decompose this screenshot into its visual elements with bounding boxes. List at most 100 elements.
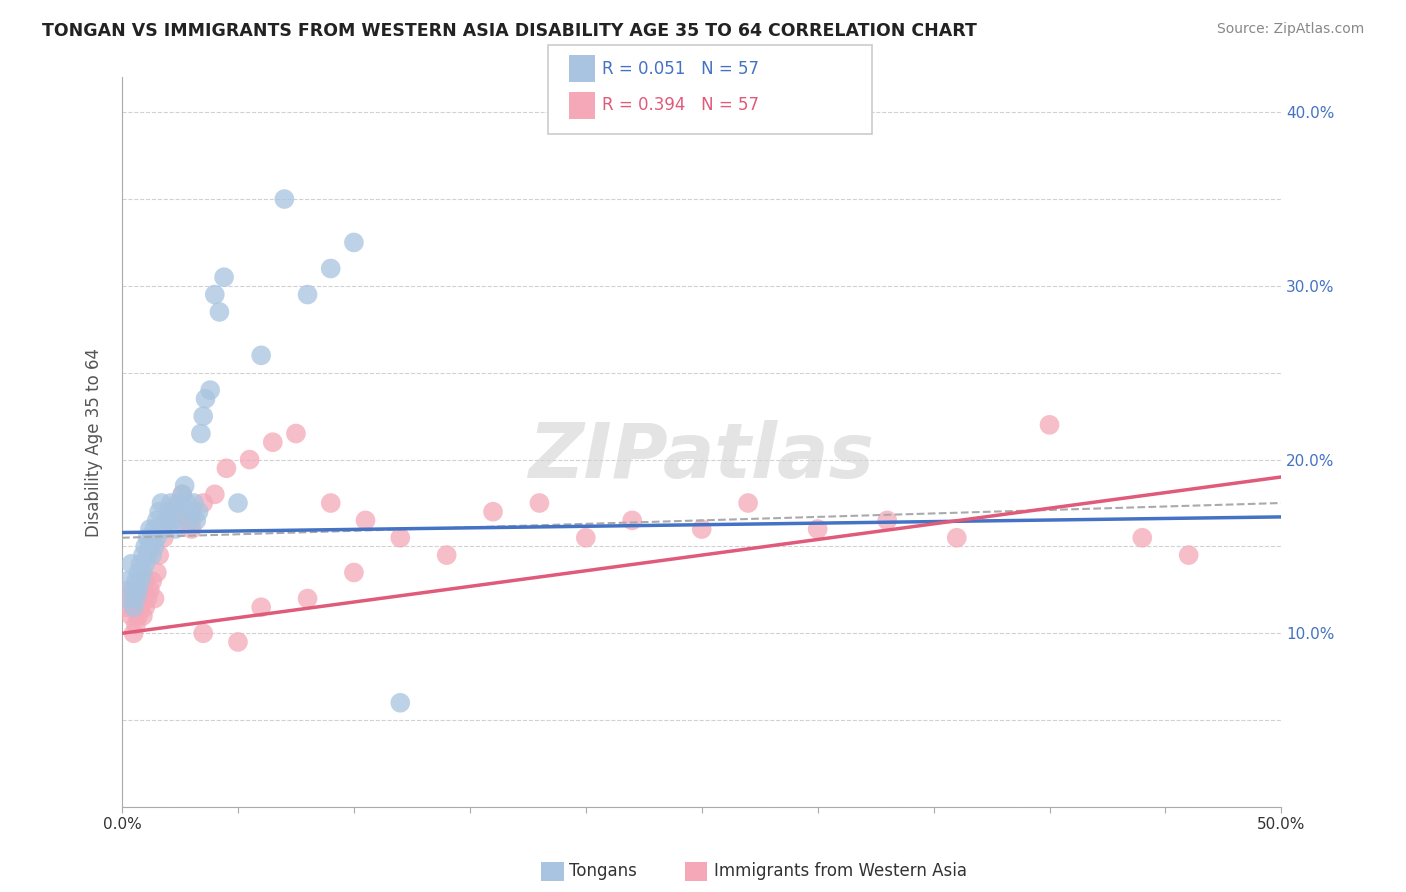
Point (169, 496, 191, 510)
Point (146, 531, 169, 545)
Point (343, 235, 366, 250)
Point (152, 522, 174, 536)
Point (737, 496, 759, 510)
Point (127, 566, 149, 580)
Point (129, 600, 152, 615)
Point (122, 600, 145, 615)
Point (180, 522, 202, 536)
Point (193, 626, 215, 640)
Point (1038, 417, 1060, 432)
Point (134, 600, 156, 615)
Point (179, 513, 201, 527)
Point (297, 287, 319, 301)
Point (157, 513, 180, 527)
Point (139, 582, 162, 597)
Point (284, 426, 307, 441)
Point (172, 487, 194, 501)
Point (127, 582, 149, 597)
Point (215, 461, 238, 475)
Point (173, 478, 195, 492)
Point (354, 513, 377, 527)
Point (136, 531, 159, 545)
Point (141, 574, 163, 589)
Point (193, 409, 215, 424)
Point (148, 548, 170, 562)
Text: Immigrants from Western Asia: Immigrants from Western Asia (714, 863, 967, 880)
Point (152, 531, 174, 545)
Point (134, 574, 156, 589)
Point (198, 383, 221, 397)
Point (389, 696, 412, 710)
Point (162, 513, 184, 527)
Point (132, 548, 155, 562)
Y-axis label: Disability Age 35 to 64: Disability Age 35 to 64 (86, 348, 103, 537)
Point (250, 600, 273, 615)
Point (389, 531, 412, 545)
Point (122, 600, 145, 615)
Text: TONGAN VS IMMIGRANTS FROM WESTERN ASIA DISABILITY AGE 35 TO 64 CORRELATION CHART: TONGAN VS IMMIGRANTS FROM WESTERN ASIA D… (42, 22, 977, 40)
Point (120, 557, 142, 571)
Point (127, 582, 149, 597)
Point (204, 487, 226, 501)
Point (482, 505, 505, 519)
Point (876, 513, 898, 527)
Point (319, 261, 342, 276)
Point (180, 505, 202, 519)
Point (319, 496, 342, 510)
Point (139, 540, 162, 554)
Point (125, 574, 148, 589)
Point (132, 582, 155, 597)
Point (187, 505, 209, 519)
Point (176, 496, 198, 510)
Point (183, 496, 205, 510)
Point (132, 566, 155, 580)
Point (165, 522, 187, 536)
Point (125, 591, 148, 606)
Point (166, 505, 188, 519)
Point (186, 513, 208, 527)
Point (226, 496, 249, 510)
Point (162, 505, 184, 519)
Point (127, 608, 149, 623)
Point (136, 591, 159, 606)
Point (141, 548, 163, 562)
Text: R = 0.394   N = 57: R = 0.394 N = 57 (602, 96, 759, 114)
Point (690, 522, 713, 536)
Point (132, 608, 155, 623)
Point (125, 617, 148, 632)
Point (621, 513, 644, 527)
Point (166, 496, 188, 510)
Point (190, 426, 212, 441)
Point (180, 513, 202, 527)
Point (343, 566, 366, 580)
Point (134, 557, 156, 571)
Point (529, 496, 551, 510)
Point (146, 513, 169, 527)
Text: ZIPatlas: ZIPatlas (529, 420, 875, 494)
Point (1130, 531, 1153, 545)
Point (297, 591, 319, 606)
Point (115, 574, 138, 589)
Point (172, 487, 194, 501)
Point (155, 513, 177, 527)
Point (139, 522, 162, 536)
Point (146, 566, 169, 580)
Point (208, 305, 231, 319)
Point (239, 452, 262, 467)
Point (118, 582, 141, 597)
Point (262, 435, 284, 450)
Point (143, 522, 166, 536)
Point (575, 531, 598, 545)
Point (120, 608, 142, 623)
Point (129, 574, 152, 589)
Point (273, 192, 295, 206)
Text: R = 0.051   N = 57: R = 0.051 N = 57 (602, 60, 759, 78)
Point (129, 591, 152, 606)
Point (436, 548, 458, 562)
Point (118, 591, 141, 606)
Text: Source: ZipAtlas.com: Source: ZipAtlas.com (1216, 22, 1364, 37)
Point (159, 496, 181, 510)
Point (143, 540, 166, 554)
Point (204, 287, 226, 301)
Point (169, 513, 191, 527)
